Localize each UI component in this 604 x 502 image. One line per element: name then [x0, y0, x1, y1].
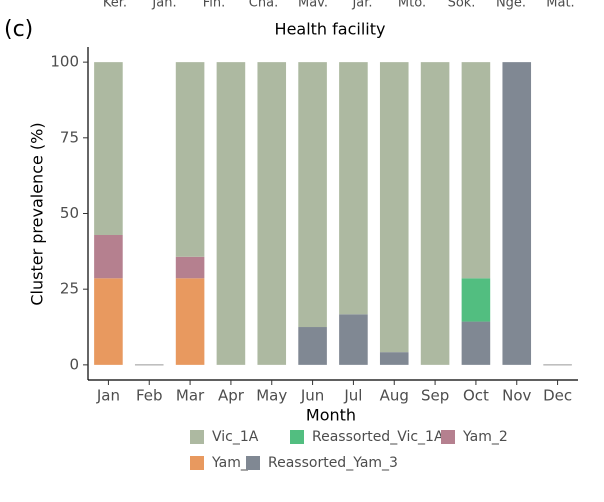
x-tick-label: Oct [463, 387, 489, 405]
legend-swatch [246, 456, 260, 470]
top-tick-label: Jar. [351, 0, 372, 11]
bar-segment [339, 62, 368, 315]
y-tick-label: 100 [50, 53, 79, 71]
x-tick-label: Aug [380, 387, 409, 405]
legend-label: Reassorted_Yam_3 [268, 455, 398, 471]
y-tick-label: 75 [60, 128, 79, 146]
bar-segment [298, 327, 327, 365]
x-tick-label: Jun [300, 387, 324, 405]
x-axis-title: Month [306, 406, 356, 425]
x-tick-label: Feb [136, 387, 163, 405]
legend-swatch [441, 430, 455, 444]
bar-segment [257, 62, 287, 365]
top-tick-label: Mav. [298, 0, 328, 11]
x-tick-label: Jul [343, 387, 362, 405]
top-tick-label: Nge. [496, 0, 526, 11]
bar-segment [175, 278, 205, 365]
bar-segment [298, 62, 327, 328]
y-tick-label: 25 [60, 280, 79, 298]
x-tick-label: Apr [218, 387, 245, 405]
bar-segment [339, 314, 368, 365]
top-tick-label: Jan. [151, 0, 176, 11]
x-tick-label: Dec [543, 387, 572, 405]
x-tick-label: Nov [502, 387, 531, 405]
legend-label: Vic_1A [212, 429, 259, 445]
y-axis-title: Cluster prevalence (%) [28, 122, 47, 305]
legend-swatch [190, 430, 204, 444]
bar-segment [502, 62, 532, 365]
y-tick-label: 0 [69, 355, 79, 373]
legend-label: Yam_3 [211, 455, 257, 471]
x-tick-label: May [256, 387, 287, 405]
top-tick-label: Fin. [203, 0, 226, 11]
bar-segment [461, 321, 491, 365]
bar-segment [94, 278, 123, 365]
legend-label: Yam_2 [462, 429, 508, 445]
bar-segment [94, 62, 123, 235]
bar-segment [420, 62, 450, 365]
x-tick-label: Jan [96, 387, 120, 405]
top-tick-label: Cha. [249, 0, 278, 11]
bar-segment [461, 278, 491, 322]
top-tick-label: Sok. [448, 0, 476, 11]
top-tick-label: Mat. [546, 0, 574, 11]
bar-segment [379, 62, 409, 353]
bar-segment [94, 234, 123, 279]
bar-segment [461, 62, 491, 279]
top-axis-title: Health facility [275, 20, 386, 39]
legend-label: Reassorted_Vic_1A [312, 429, 444, 445]
x-tick-label: Sep [421, 387, 449, 405]
top-tick-label: Mto. [398, 0, 426, 11]
bar-segment [175, 62, 205, 257]
bar-segment [379, 352, 409, 365]
panel-label: (c) [4, 17, 33, 42]
legend-swatch [190, 456, 204, 470]
x-tick-label: Mar [176, 387, 205, 405]
legend-swatch [290, 430, 304, 444]
y-tick-label: 50 [60, 204, 79, 222]
top-tick-label: Ker. [103, 0, 127, 11]
bar-segment [175, 256, 205, 279]
bar-segment [216, 62, 246, 365]
